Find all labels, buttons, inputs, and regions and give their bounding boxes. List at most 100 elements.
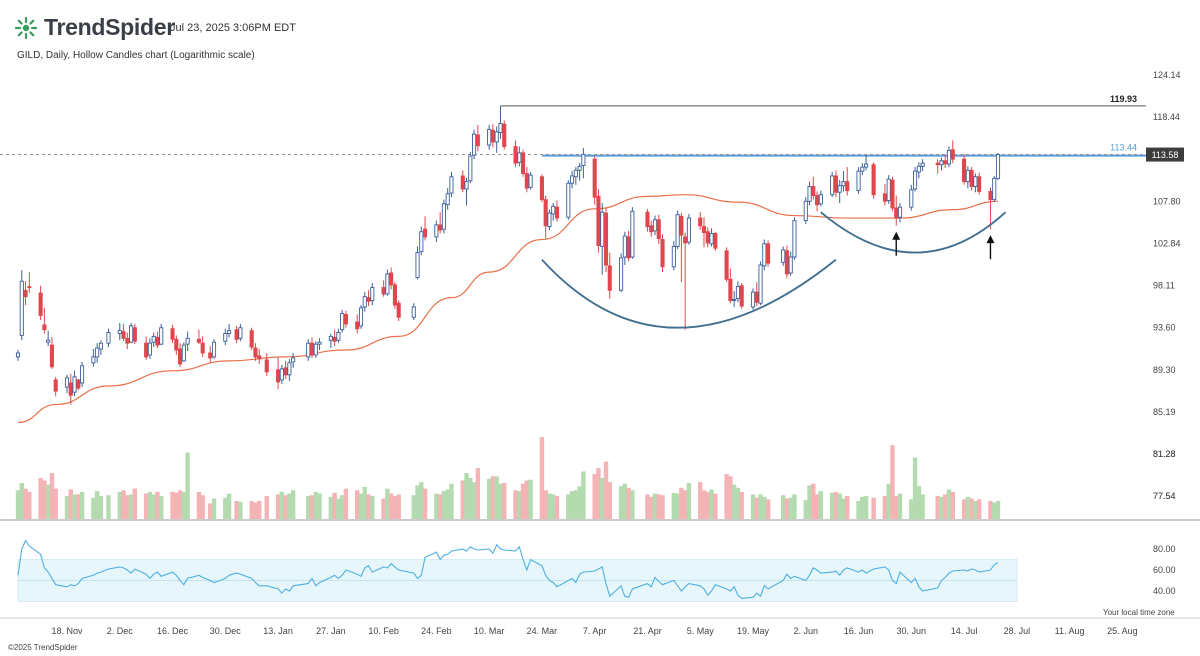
volume-bar (185, 452, 190, 519)
volume-bar (528, 479, 533, 519)
candle-body (340, 313, 345, 331)
candle (992, 175, 997, 203)
candle-body (227, 330, 232, 334)
candle (264, 352, 269, 376)
candle-body (208, 352, 213, 359)
volume-bar (45, 484, 51, 519)
x-axis-label: 19. May (737, 626, 770, 636)
candle (792, 217, 797, 260)
price-levels: 119.93 113.44 113.58 (0, 94, 1184, 162)
volume-bar (863, 496, 869, 519)
volume-bar (264, 496, 269, 519)
candle-body (581, 153, 586, 166)
candle-body (494, 131, 499, 143)
candle (965, 166, 970, 189)
candle-body (965, 169, 970, 183)
x-axis-label: 28. Jul (1004, 626, 1031, 636)
candle-body (762, 243, 767, 267)
volume-bar (174, 492, 179, 519)
candle (939, 157, 944, 171)
candle (679, 213, 684, 283)
candle-body (920, 162, 925, 167)
x-axis-label: 24. Mar (527, 626, 558, 636)
candle (132, 323, 137, 345)
volume-bar (211, 498, 217, 519)
candle (517, 146, 522, 167)
candle (411, 303, 416, 321)
volume-bar (603, 461, 609, 519)
candle-body (472, 133, 477, 156)
volume-bar (287, 493, 292, 519)
candle-body (19, 280, 24, 336)
copyright-footer: ©2025 TrendSpider (8, 643, 78, 652)
candle-body (766, 243, 771, 264)
price-axis-label: 118.44 (1153, 112, 1180, 122)
candle-body (524, 173, 529, 189)
candle-body (438, 224, 443, 231)
candle (332, 329, 337, 347)
candle-body (788, 256, 793, 274)
price-axis-label: 85.19 (1153, 407, 1176, 417)
volume-bar (833, 491, 839, 519)
volume-bar (498, 483, 503, 519)
volume-bar (811, 483, 816, 519)
candles (15, 106, 1001, 405)
candle-body (283, 367, 288, 376)
volume-bar (468, 478, 473, 519)
volume-bar (547, 493, 552, 519)
candle-body (196, 338, 201, 343)
chart-subtitle: GILD, Daily, Hollow Candles chart (Logar… (17, 50, 255, 61)
candle (581, 148, 586, 179)
candle-body (554, 206, 560, 219)
volume-bar (992, 502, 997, 519)
candle (196, 329, 201, 345)
candle-body (441, 203, 446, 230)
price-axis-label: 93.60 (1153, 323, 1176, 333)
x-axis-label: 27. Jan (316, 626, 346, 636)
volume-bar (871, 497, 876, 519)
candle (513, 140, 518, 168)
volume-bar (856, 500, 861, 519)
volume-bar (607, 482, 612, 519)
candle (701, 217, 707, 248)
candle (551, 202, 556, 221)
candle-body (287, 362, 292, 376)
volume-bar (76, 494, 81, 519)
candle-body (603, 212, 609, 266)
volume-bar (339, 495, 345, 519)
candle (833, 170, 838, 198)
volume-bar (765, 499, 771, 519)
candle-body (27, 286, 32, 289)
candle (890, 176, 895, 212)
volume-bar (226, 493, 232, 519)
volume-bar (279, 491, 285, 519)
candle (969, 167, 974, 191)
candle (121, 323, 126, 342)
volume-bar (698, 482, 703, 519)
candle-body (42, 324, 47, 331)
volume-bar (520, 483, 526, 519)
x-axis-label: 30. Dec (210, 626, 242, 636)
candle-body (276, 369, 281, 383)
candle (683, 232, 688, 330)
volume-bar (976, 499, 982, 519)
last-price-label: 113.58 (1152, 150, 1179, 160)
candle (211, 339, 217, 359)
candle-body (600, 211, 605, 247)
candle-body (381, 287, 386, 295)
volume-bar (15, 490, 21, 519)
brand-logo[interactable]: TrendSpider (14, 14, 175, 41)
candle (441, 199, 446, 234)
candle (871, 162, 876, 199)
candle-body (950, 149, 955, 160)
candle (208, 346, 213, 363)
candle-body (249, 330, 254, 348)
candle-body (837, 185, 842, 193)
candle-body (988, 190, 993, 201)
candle-body (807, 186, 812, 202)
candle-body (916, 165, 921, 173)
candle (49, 337, 54, 369)
candle (607, 252, 612, 299)
candle-body (973, 176, 978, 187)
